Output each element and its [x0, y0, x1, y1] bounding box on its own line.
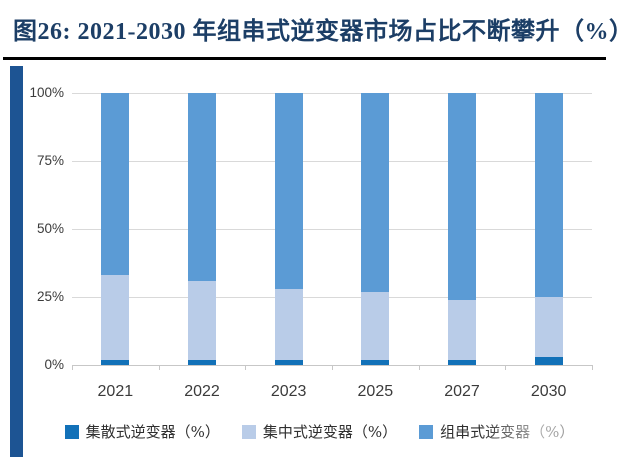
y-axis-tick-label: 75% [36, 153, 64, 168]
gridline-100% [72, 93, 592, 94]
bar-segment-2022-series1 [188, 359, 216, 365]
x-axis-tick-label: 2022 [184, 383, 220, 400]
bar-segment-2021-series1 [101, 359, 130, 365]
x-axis-tick-label: 2025 [357, 383, 394, 400]
bar-segment-2027-series3 [448, 93, 476, 300]
gridline-75% [72, 161, 592, 162]
x-axis-tick-label: 2021 [97, 383, 134, 400]
x-axis-minor-tick [245, 365, 247, 370]
bar-segment-2027-series2 [448, 299, 476, 360]
figure-title: 图26: 2021-2030 年组串式逆变器市场占比不断攀升（%） [13, 19, 634, 45]
bar-segment-2027-series1 [448, 359, 476, 365]
left-accent-bar [10, 66, 23, 457]
gridline-25% [72, 297, 592, 298]
bar-segment-2023-series2 [274, 288, 303, 360]
legend-item-series1: 集散式逆变器（%） [64, 421, 220, 442]
legend-item-series2: 集中式逆变器（%） [241, 421, 398, 442]
title-underline [3, 57, 606, 60]
legend-item-series3: 组串式逆变器（%） [419, 421, 574, 442]
x-axis-tick-label: 2027 [444, 383, 480, 400]
bar-segment-2025-series3 [361, 93, 390, 292]
legend-swatch-icon [419, 424, 434, 439]
y-axis-tick-label: 25% [36, 289, 64, 304]
legend-swatch-icon [241, 424, 256, 439]
bar-segment-2021-series3 [101, 93, 130, 276]
x-axis-minor-tick [418, 365, 420, 370]
legend-label: 集散式逆变器（%） [85, 423, 220, 441]
x-axis-minor-tick [332, 365, 333, 370]
bar-segment-2022-series3 [188, 93, 216, 281]
bar-segment-2025-series1 [361, 359, 390, 365]
y-axis-tick-label: 50% [36, 221, 64, 236]
legend-swatch-icon [64, 424, 79, 439]
bar-segment-2022-series2 [188, 280, 216, 360]
bar-segment-2023-series3 [274, 93, 303, 289]
gridline-50% [72, 229, 592, 230]
legend-label: 集中式逆变器（%） [262, 423, 398, 441]
bar-segment-2025-series2 [361, 291, 390, 360]
y-axis-tick-label: 100% [29, 85, 64, 100]
legend-label: 组串式逆变器（%） [440, 423, 575, 441]
x-axis-minor-tick [505, 365, 507, 370]
x-axis-tick-label: 2023 [270, 383, 307, 400]
bar-segment-2023-series1 [274, 359, 303, 365]
x-axis-minor-tick [592, 365, 593, 370]
bar-segment-2030-series3 [534, 93, 563, 297]
bar-segment-2021-series2 [101, 275, 130, 360]
y-axis-tick-label: 0% [44, 357, 64, 372]
x-axis-minor-tick [72, 365, 73, 370]
bar-segment-2030-series1 [534, 356, 563, 365]
x-axis-tick-label: 2030 [530, 383, 567, 400]
bar-segment-2030-series2 [534, 297, 563, 357]
chart-legend: 集散式逆变器（%） 集中式逆变器（%） 组串式逆变器（%） [0, 421, 639, 442]
x-axis-minor-tick [158, 365, 160, 370]
